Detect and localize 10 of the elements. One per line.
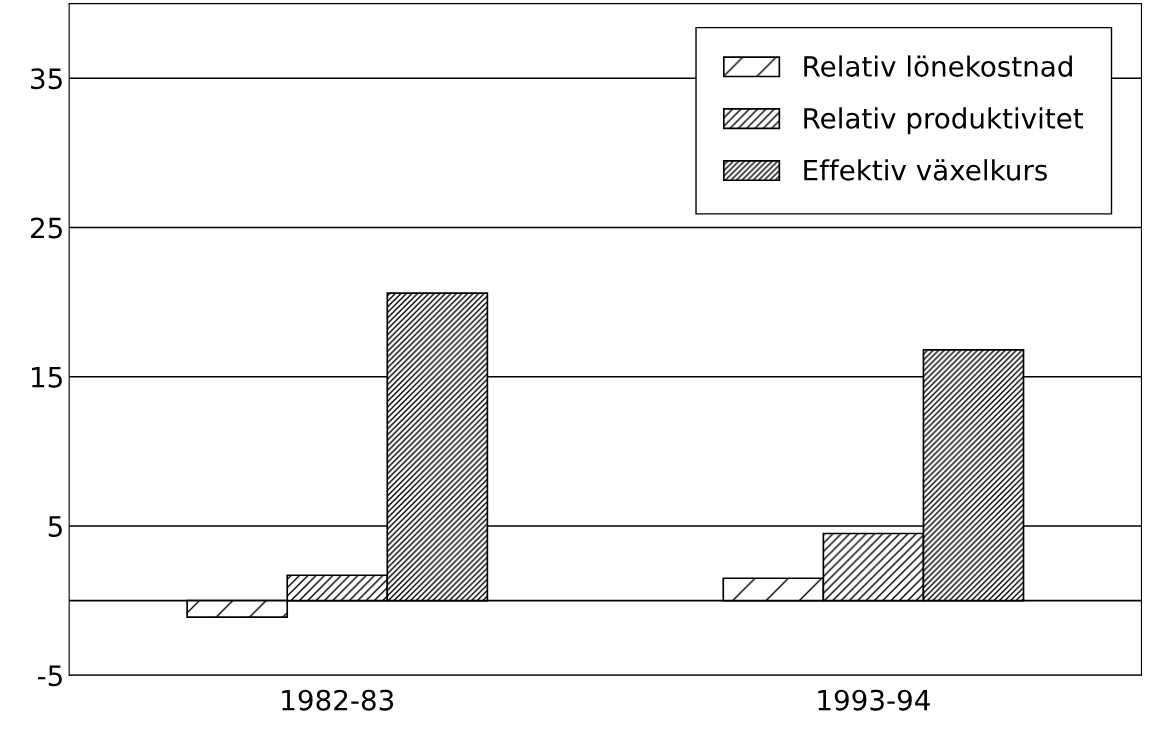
- y-tick-label: 35: [31, 68, 62, 90]
- y-tick-label: 25: [31, 217, 62, 239]
- x-tick-label: 1982-83: [282, 689, 394, 711]
- y-tick-label: 5: [48, 516, 62, 537]
- legend-label: Relativ lönekostnad: [804, 55, 1072, 77]
- legend-label: Effektiv växelkurs: [804, 159, 1047, 181]
- y-tick-label: 15: [32, 367, 62, 388]
- legend-label: Relativ produktivitet: [804, 107, 1084, 135]
- y-tick-label: -5: [37, 665, 62, 687]
- x-tick-label: 1993-94: [818, 689, 930, 711]
